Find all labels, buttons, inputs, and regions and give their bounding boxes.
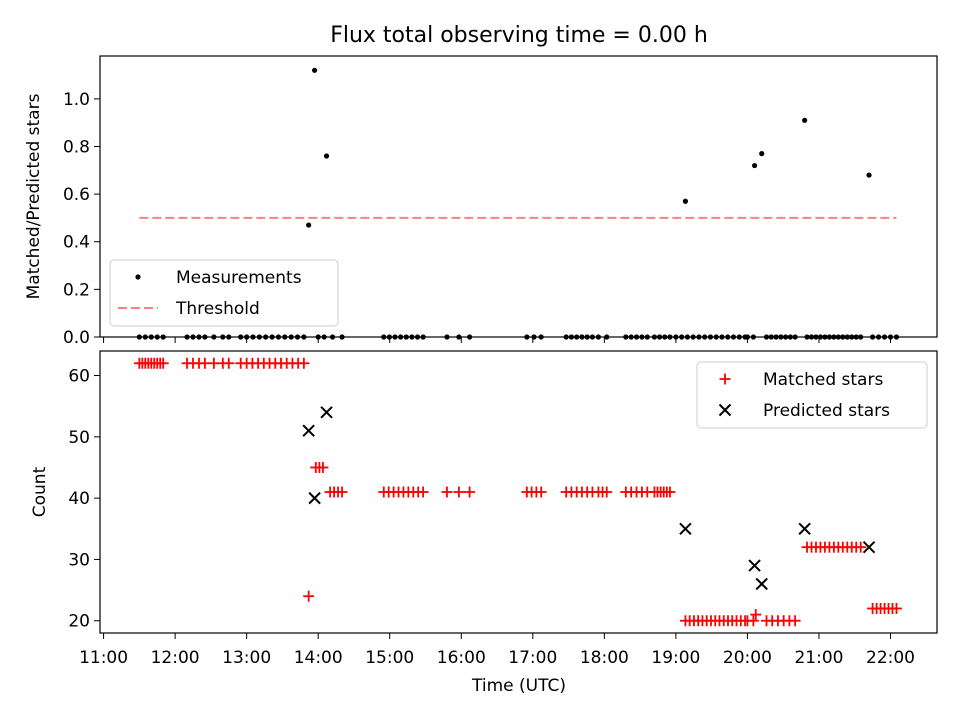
x-b bbox=[320, 406, 333, 419]
y-tick-label: 40 bbox=[68, 489, 90, 509]
measurement-point bbox=[312, 67, 318, 73]
y-tick-label: 0.0 bbox=[63, 328, 90, 348]
matched-stars-point bbox=[298, 357, 310, 369]
x-tick-label: 18:00 bbox=[580, 648, 629, 668]
x-b bbox=[862, 540, 876, 554]
matched-stars-point bbox=[890, 602, 902, 614]
predicted-stars-point bbox=[755, 577, 768, 591]
x-tick-label: 22:00 bbox=[866, 648, 915, 668]
predicted-stars-point bbox=[679, 522, 692, 535]
y-tick-label: 20 bbox=[68, 612, 90, 632]
x-tick-label: 13:00 bbox=[222, 648, 271, 668]
x-tick-label: 11:00 bbox=[79, 648, 128, 668]
matched-stars-point bbox=[336, 486, 348, 498]
matched-stars-point bbox=[417, 486, 429, 498]
x-tick-label: 21:00 bbox=[794, 648, 843, 668]
y-axis-label: Matched/Predicted stars bbox=[24, 93, 44, 299]
measurement-point bbox=[759, 151, 765, 157]
matched-stars-point bbox=[317, 461, 329, 473]
measurement-point bbox=[866, 172, 872, 178]
y-tick-label: 0.4 bbox=[63, 233, 90, 253]
measurement-point bbox=[323, 153, 330, 159]
y-tick-label: 0.2 bbox=[63, 280, 90, 300]
matched-stars-point bbox=[441, 486, 453, 498]
legend-box bbox=[696, 361, 928, 429]
legend: Matched stars Predicted stars bbox=[696, 361, 928, 429]
matched-stars-point bbox=[464, 486, 476, 498]
y-tick-label: 30 bbox=[68, 550, 90, 570]
legend-label: Threshold bbox=[175, 299, 260, 319]
x-b bbox=[302, 424, 315, 437]
predicted-stars-point bbox=[862, 540, 876, 554]
x-tick-label: 20:00 bbox=[723, 648, 772, 668]
measurement-point bbox=[682, 198, 689, 204]
y-tick-label: 50 bbox=[68, 428, 90, 448]
x-b bbox=[718, 403, 732, 417]
x-tick-label: 15:00 bbox=[365, 648, 414, 668]
measurement-point bbox=[802, 117, 808, 123]
predicted-stars-point bbox=[798, 522, 811, 535]
matched-stars-point bbox=[750, 609, 762, 621]
matched-stars-point bbox=[601, 486, 613, 498]
x-tick-label: 17:00 bbox=[508, 648, 557, 668]
predicted-stars-point bbox=[320, 406, 333, 419]
y-tick-label: 1.0 bbox=[63, 90, 90, 110]
legend-label: Predicted stars bbox=[763, 401, 890, 421]
legend-label: Measurements bbox=[176, 268, 302, 288]
matched-stars-point bbox=[747, 615, 759, 627]
matched-stars-point bbox=[157, 357, 169, 369]
legend-box bbox=[109, 259, 339, 327]
chart-title: Flux total observing time = 0.00 h bbox=[330, 23, 708, 48]
x-b bbox=[679, 522, 692, 535]
legend-measurement-swatch bbox=[135, 274, 141, 280]
matched-stars-point bbox=[223, 357, 235, 369]
x-tick-label: 14:00 bbox=[294, 648, 343, 668]
x-b bbox=[308, 491, 321, 505]
matched-stars-point bbox=[855, 541, 867, 553]
x-axis-label: Time (UTC) bbox=[471, 676, 566, 696]
x-b bbox=[755, 577, 768, 591]
y-tick-label: 0.6 bbox=[63, 185, 90, 205]
legend-label: Matched stars bbox=[763, 370, 883, 390]
predicted-stars-point bbox=[302, 424, 315, 437]
matched-stars-point bbox=[453, 486, 465, 498]
x-b bbox=[748, 559, 761, 572]
matched-stars-point bbox=[535, 486, 547, 498]
legend-matched-swatch bbox=[719, 373, 731, 385]
measurement-point bbox=[751, 162, 758, 169]
matched-stars-point bbox=[789, 615, 801, 627]
matched-stars-point bbox=[303, 590, 315, 602]
axes-frame bbox=[99, 350, 938, 634]
legend: Measurements Threshold bbox=[109, 259, 339, 327]
matched-stars-point bbox=[664, 486, 676, 498]
measurement-point bbox=[306, 222, 312, 228]
bottom-panel: 20 30 40 50 60 11:00 12:00 13:00 14:00 15:00 16:00… bbox=[30, 350, 938, 668]
y-tick-label: 0.8 bbox=[63, 137, 90, 157]
top-panel: 0.0 0.2 0.4 0.6 0.8 1.0 Matched/Predicted star… bbox=[24, 55, 938, 348]
x-tick-label: 16:00 bbox=[437, 648, 486, 668]
x-tick-label: 19:00 bbox=[651, 648, 700, 668]
predicted-stars-point bbox=[748, 559, 761, 572]
predicted-stars-point bbox=[308, 491, 321, 505]
legend-predicted-swatch bbox=[718, 403, 732, 417]
y-axis-label: Count bbox=[30, 466, 50, 517]
axes-frame bbox=[99, 55, 938, 338]
y-tick-label: 60 bbox=[68, 367, 90, 387]
x-b bbox=[798, 522, 811, 535]
x-tick-label: 12:00 bbox=[151, 648, 200, 668]
